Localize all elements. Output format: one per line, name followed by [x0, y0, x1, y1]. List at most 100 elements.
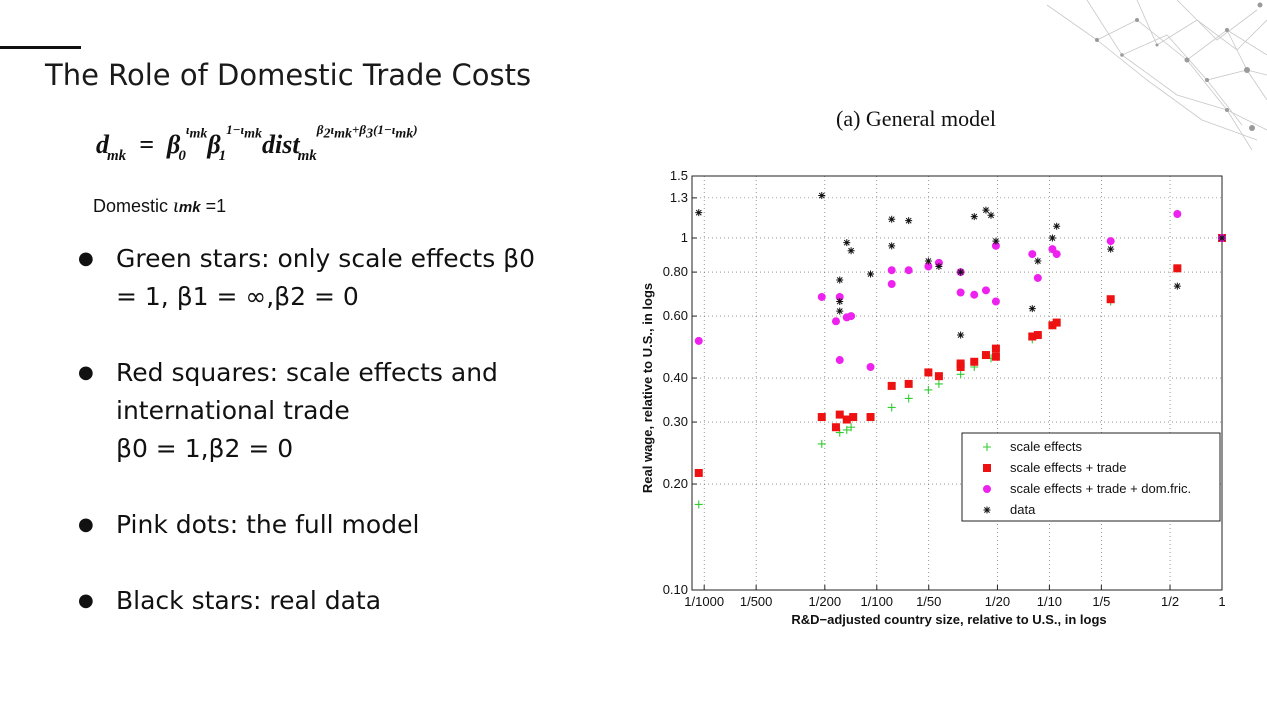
network-decoration: [1046, 0, 1267, 150]
scale-trade-point: [835, 410, 844, 419]
full-model-point: [1106, 237, 1115, 246]
scatter-chart: 1/1000 1/500 1/200 1/100 1/50 1/20 1/10 1/5 1/2 1…: [640, 168, 1226, 627]
bullet-pink-dots: Pink dots: the full model: [78, 506, 568, 544]
scale-trade-point: [981, 351, 990, 360]
data-point: [888, 215, 896, 223]
legend-box: [961, 432, 1221, 522]
full-model-point: [904, 266, 913, 275]
full-model-point: [1033, 273, 1042, 282]
legend-entry: scale effects: [1010, 439, 1083, 454]
y-tick-label: 0.30: [663, 414, 688, 429]
data-point: [957, 268, 965, 276]
x-tick-label: 1/10: [1037, 594, 1062, 609]
bullet-green-stars: Green stars: only scale effects β0 = 1, …: [78, 240, 568, 316]
scale-effects-point: [847, 423, 856, 432]
scale-trade-point: [991, 344, 1000, 353]
y-tick-label: 0.80: [663, 264, 688, 279]
y-tick-label: 0.10: [663, 582, 688, 597]
full-model-point: [831, 317, 840, 326]
full-model-point: [835, 356, 844, 365]
full-model-point: [887, 280, 896, 289]
data-point: [847, 247, 855, 255]
legend-entry: data: [1010, 502, 1036, 517]
full-model-point: [991, 297, 1000, 306]
scale-trade-point: [1028, 332, 1037, 341]
data-point: [888, 242, 896, 250]
legend-entry: scale effects + trade + dom.fric.: [1010, 481, 1191, 496]
full-model-point: [817, 292, 826, 301]
bullet-line: β0 = 1,β2 = 0: [116, 434, 294, 463]
scale-trade-point: [1033, 331, 1042, 340]
scale-effects-point: [817, 439, 826, 448]
data-point: [695, 209, 703, 217]
data-point: [867, 270, 875, 278]
plot-frame: [691, 175, 1223, 591]
data-point: [818, 192, 826, 200]
scale-trade-point: [842, 415, 851, 424]
y-axis-label: Real wage, relative to U.S., in logs: [640, 283, 655, 493]
scale-effects-point: [694, 500, 703, 509]
scale-trade-point: [904, 379, 913, 388]
scale-effects-point: [887, 403, 896, 412]
full-model-point: [694, 336, 703, 345]
domestic-label: Domestic: [93, 196, 169, 216]
data-point: [982, 206, 990, 214]
scale-trade-point: [887, 381, 896, 390]
data-point: [957, 331, 965, 339]
scale-trade-point: [956, 359, 965, 368]
scale-trade-point: [991, 352, 1000, 361]
y-tick-label: 0.60: [663, 308, 688, 323]
data-point: [924, 257, 932, 265]
full-model-point: [983, 485, 991, 493]
domestic-note: Domestic ιmk =1: [93, 193, 227, 217]
full-model-point: [1052, 250, 1061, 259]
data-point: [836, 276, 844, 284]
scale-trade-point: [983, 464, 991, 472]
y-tick-label: 1.5: [670, 168, 688, 183]
x-tick-label: 1/200: [809, 594, 842, 609]
scale-trade-point: [866, 413, 875, 422]
legend-entry: scale effects + trade: [1010, 460, 1126, 475]
scale-trade-point: [924, 368, 933, 377]
data-point: [935, 262, 943, 270]
x-tick-label: 1: [1218, 594, 1225, 609]
x-tick-label: 1/1000: [684, 594, 724, 609]
bullet-line: international trade: [116, 396, 350, 425]
chart-title: (a) General model: [836, 106, 997, 131]
bullet-line: Black stars: real data: [116, 586, 382, 615]
bullet-line: Green stars: only scale effects β0: [116, 244, 536, 273]
data-point: [983, 506, 991, 514]
data-point: [970, 213, 978, 221]
full-model-point: [981, 286, 990, 295]
y-tick-label: 1: [681, 230, 688, 245]
y-tick-label: 0.40: [663, 370, 688, 385]
scale-trade-point: [970, 357, 979, 366]
scale-trade-point: [934, 372, 943, 381]
y-tick-label: 0.20: [663, 476, 688, 491]
data-point: [836, 298, 844, 306]
scale-trade-point: [1106, 295, 1115, 304]
x-tick-label: 1/500: [740, 594, 773, 609]
data-point: [1034, 257, 1042, 265]
scale-effects-point: [904, 394, 913, 403]
scale-effects-point: [924, 385, 933, 394]
full-model-point: [887, 266, 896, 275]
x-tick-label: 1/100: [861, 594, 894, 609]
scale-effects-point: [934, 379, 943, 388]
full-model-point: [924, 262, 933, 271]
bullet-red-squares: Red squares: scale effects and internati…: [78, 354, 568, 468]
x-axis-label: R&D−adjusted country size, relative to U…: [791, 612, 1106, 627]
full-model-point: [866, 363, 875, 372]
scale-trade-point: [694, 468, 703, 477]
scale-effects-point: [956, 370, 965, 379]
full-model-point: [956, 288, 965, 297]
full-model-point: [970, 290, 979, 299]
full-model-point: [847, 312, 856, 321]
data-point: [992, 237, 1000, 245]
scale-trade-point: [831, 423, 840, 432]
data-point: [1028, 305, 1036, 313]
slide-title: The Role of Domestic Trade Costs: [45, 58, 532, 92]
scale-trade-point: [1173, 264, 1182, 273]
data-point: [836, 307, 844, 315]
x-tick-label: 1/2: [1161, 594, 1179, 609]
